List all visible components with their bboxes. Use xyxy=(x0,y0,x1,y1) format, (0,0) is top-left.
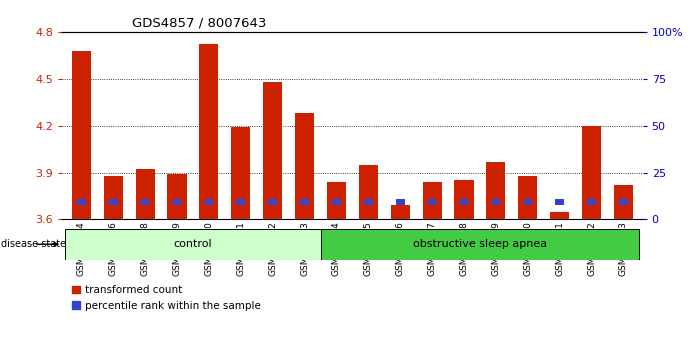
Bar xyxy=(173,199,181,205)
Bar xyxy=(614,185,633,219)
Bar xyxy=(486,162,506,219)
Bar xyxy=(619,199,628,205)
Bar xyxy=(518,176,538,219)
Bar xyxy=(428,199,437,205)
Bar xyxy=(199,44,218,219)
Bar xyxy=(321,229,639,259)
Bar xyxy=(550,212,569,219)
Text: disease state: disease state xyxy=(1,239,66,249)
Bar xyxy=(205,199,214,205)
Bar xyxy=(72,51,91,219)
Bar xyxy=(301,199,309,205)
Bar xyxy=(390,205,410,219)
Bar xyxy=(423,182,442,219)
Bar xyxy=(263,82,282,219)
Bar xyxy=(327,182,346,219)
Bar xyxy=(556,199,564,205)
Bar xyxy=(295,113,314,219)
Bar xyxy=(587,199,596,205)
Bar xyxy=(109,199,117,205)
Bar xyxy=(359,165,378,219)
Bar xyxy=(582,126,601,219)
Legend: transformed count, percentile rank within the sample: transformed count, percentile rank withi… xyxy=(68,281,265,315)
Bar xyxy=(396,199,404,205)
Bar xyxy=(491,199,500,205)
Bar xyxy=(77,199,86,205)
Bar xyxy=(231,127,250,219)
Bar xyxy=(66,229,321,259)
Bar xyxy=(364,199,372,205)
Text: GDS4857 / 8007643: GDS4857 / 8007643 xyxy=(132,16,266,29)
Bar xyxy=(455,181,473,219)
Bar xyxy=(236,199,245,205)
Text: control: control xyxy=(173,239,212,249)
Bar xyxy=(104,176,123,219)
Bar xyxy=(167,174,187,219)
Bar xyxy=(460,199,468,205)
Text: obstructive sleep apnea: obstructive sleep apnea xyxy=(413,239,547,249)
Bar xyxy=(268,199,277,205)
Bar xyxy=(332,199,341,205)
Bar xyxy=(524,199,532,205)
Bar xyxy=(135,170,155,219)
Bar xyxy=(141,199,149,205)
